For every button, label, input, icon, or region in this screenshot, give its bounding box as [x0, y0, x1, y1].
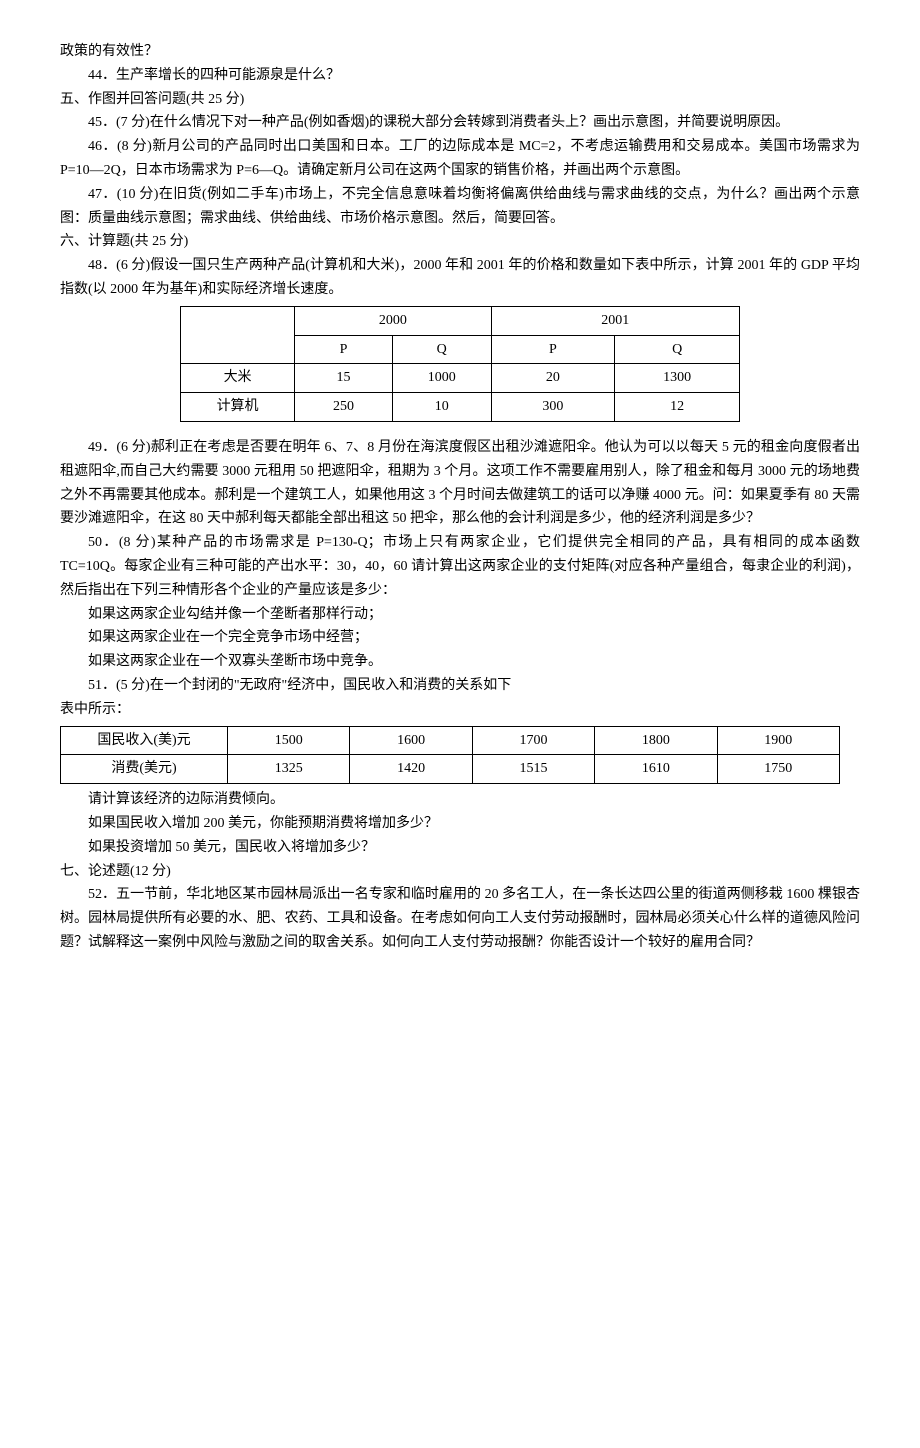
question-52: 52．五一节前，华北地区某市园林局派出一名专家和临时雇用的 20 多名工人，在一… — [60, 883, 860, 954]
table-row: 大米 15 1000 20 1300 — [181, 364, 740, 393]
question-51-sub-2: 如果国民收入增加 200 美元，你能预期消费将增加多少？ — [60, 812, 860, 836]
question-49: 49．(6 分)郝利正在考虑是否要在明年 6、7、8 月份在海滨度假区出租沙滩遮… — [60, 436, 860, 531]
question-50: 50．(8 分)某种产品的市场需求是 P=130-Q；市场上只有两家企业，它们提… — [60, 531, 860, 602]
table-row-label-consumption: 消费(美元) — [61, 755, 228, 784]
table-header-year-2001: 2001 — [491, 306, 739, 335]
table-cell: 12 — [615, 393, 740, 422]
table-cell-blank — [181, 306, 295, 364]
table-cell: 300 — [491, 393, 615, 422]
table-cell: 1500 — [228, 726, 350, 755]
table-row: 消费(美元) 1325 1420 1515 1610 1750 — [61, 755, 840, 784]
question-51-sub-1: 请计算该经济的边际消费倾向。 — [60, 788, 860, 812]
table-cell: 1900 — [717, 726, 839, 755]
table-header-p: P — [491, 335, 615, 364]
table-header-year-2000: 2000 — [295, 306, 491, 335]
table-row-label-rice: 大米 — [181, 364, 295, 393]
table-row: 计算机 250 10 300 12 — [181, 393, 740, 422]
table-cell: 1600 — [350, 726, 472, 755]
spacer — [60, 426, 860, 436]
gdp-table: 2000 2001 P Q P Q 大米 15 1000 20 1300 计算机… — [180, 306, 740, 422]
table-header-q: Q — [615, 335, 740, 364]
question-47: 47．(10 分)在旧货(例如二手车)市场上，不完全信息意味着均衡将偏离供给曲线… — [60, 183, 860, 231]
table-cell: 1610 — [595, 755, 717, 784]
table-row: 2000 2001 — [181, 306, 740, 335]
question-51-table-intro: 表中所示： — [60, 698, 860, 722]
table-header-q: Q — [392, 335, 491, 364]
table-cell: 15 — [295, 364, 393, 393]
question-51-sub-3: 如果投资增加 50 美元，国民收入将增加多少？ — [60, 836, 860, 860]
text-line: 政策的有效性？ — [60, 40, 860, 64]
table-header-p: P — [295, 335, 393, 364]
question-46: 46．(8 分)新月公司的产品同时出口美国和日本。工厂的边际成本是 MC=2，不… — [60, 135, 860, 183]
table-row-label-computer: 计算机 — [181, 393, 295, 422]
question-50-case-2: 如果这两家企业在一个完全竞争市场中经营； — [60, 626, 860, 650]
table-row: 国民收入(美)元 1500 1600 1700 1800 1900 — [61, 726, 840, 755]
table-cell: 1800 — [595, 726, 717, 755]
income-consumption-table: 国民收入(美)元 1500 1600 1700 1800 1900 消费(美元)… — [60, 726, 840, 785]
section-5-heading: 五、作图并回答问题(共 25 分) — [60, 88, 860, 112]
table-cell: 1420 — [350, 755, 472, 784]
table-cell: 10 — [392, 393, 491, 422]
table-cell: 250 — [295, 393, 393, 422]
question-50-case-1: 如果这两家企业勾结并像一个垄断者那样行动； — [60, 603, 860, 627]
table-cell: 1700 — [472, 726, 594, 755]
question-44: 44．生产率增长的四种可能源泉是什么？ — [60, 64, 860, 88]
table-cell: 1750 — [717, 755, 839, 784]
section-7-heading: 七、论述题(12 分) — [60, 860, 860, 884]
table-cell: 1000 — [392, 364, 491, 393]
table-cell: 1300 — [615, 364, 740, 393]
table-cell: 1325 — [228, 755, 350, 784]
question-51: 51．(5 分)在一个封闭的"无政府"经济中，国民收入和消费的关系如下 — [60, 674, 860, 698]
table-row-label-income: 国民收入(美)元 — [61, 726, 228, 755]
question-48: 48．(6 分)假设一国只生产两种产品(计算机和大米)，2000 年和 2001… — [60, 254, 860, 302]
table-cell: 20 — [491, 364, 615, 393]
table-cell: 1515 — [472, 755, 594, 784]
question-50-case-3: 如果这两家企业在一个双寡头垄断市场中竞争。 — [60, 650, 860, 674]
question-45: 45．(7 分)在什么情况下对一种产品(例如香烟)的课税大部分会转嫁到消费者头上… — [60, 111, 860, 135]
section-6-heading: 六、计算题(共 25 分) — [60, 230, 860, 254]
